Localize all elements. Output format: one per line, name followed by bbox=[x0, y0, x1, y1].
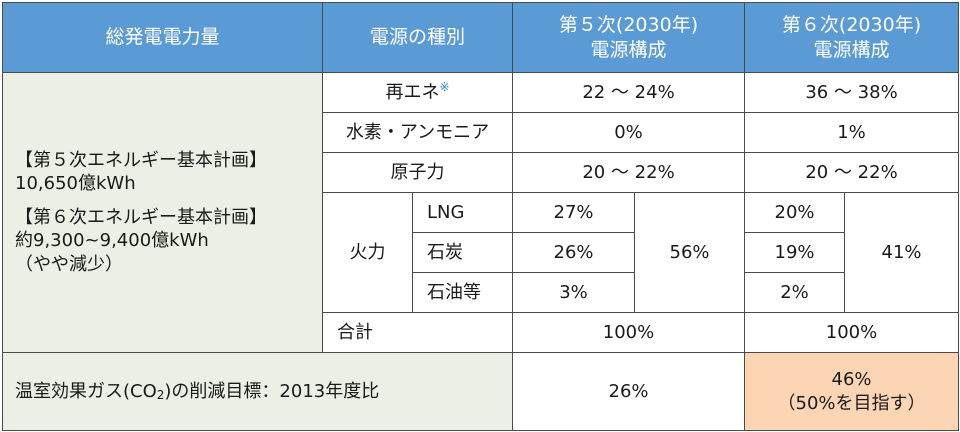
hydrogen-plan5: 0% bbox=[512, 112, 746, 153]
coal-plan5: 26% bbox=[512, 232, 636, 273]
co2-label-sub: 2 bbox=[156, 387, 165, 402]
header-plan6-line2: 電源構成 bbox=[813, 38, 890, 61]
renewable-plan5: 22 ～ 24% bbox=[512, 72, 746, 113]
oil-plan5: 3% bbox=[512, 272, 636, 313]
thermal-plan6-total: 41% bbox=[844, 192, 960, 313]
header-row: 総発電電力量 電源の種別 第５次(2030年) 電源構成 第６次(2030年) … bbox=[2, 2, 960, 73]
renewable-label: 再エネ※ bbox=[321, 72, 514, 113]
total-generation-cell: 【第５次エネルギー基本計画】 10,650億kWh 【第６次エネルギー基本計画】… bbox=[2, 72, 323, 353]
lng-plan5: 27% bbox=[512, 192, 636, 233]
nuclear-plan5: 20 ～ 22% bbox=[512, 152, 746, 193]
sum-plan6: 100% bbox=[744, 312, 960, 353]
lng-plan6: 20% bbox=[744, 192, 846, 233]
header-plan5-line2: 電源構成 bbox=[590, 38, 667, 61]
oil-plan6: 2% bbox=[744, 272, 846, 313]
co2-plan5: 26% bbox=[512, 352, 746, 431]
header-plan5-line1: 第５次(2030年) bbox=[558, 13, 699, 36]
plan5-title: 【第５次エネルギー基本計画】 bbox=[15, 150, 267, 172]
row-co2: 温室効果ガス(CO2)の削減目標：2013年度比 26% 46% （50%を目指… bbox=[1, 352, 960, 431]
hydrogen-plan6: 1% bbox=[744, 112, 960, 153]
header-plan5: 第５次(2030年) 電源構成 bbox=[512, 2, 746, 73]
sum-label: 合計 bbox=[321, 312, 514, 353]
hydrogen-label: 水素・アンモニア bbox=[321, 112, 514, 153]
row-oil: 石油等 3% 2% bbox=[3, 272, 959, 313]
oil-label: 石油等 bbox=[411, 272, 514, 313]
plan6-value: 約9,300~9,400億kWh bbox=[15, 230, 209, 252]
plan6-title: 【第６次エネルギー基本計画】 bbox=[15, 206, 267, 228]
row-coal: 石炭 26% 19% bbox=[3, 232, 959, 273]
thermal-label: 火力 bbox=[322, 192, 413, 313]
coal-label: 石炭 bbox=[411, 232, 514, 273]
row-lng: 火力 LNG 27% 56% 20% 41% bbox=[3, 192, 960, 313]
co2-label: 温室効果ガス(CO2)の削減目標：2013年度比 bbox=[1, 352, 514, 431]
plan5-value: 10,650億kWh bbox=[15, 173, 136, 195]
renewable-label-text: 再エネ bbox=[385, 82, 440, 104]
row-hydrogen: 水素・アンモニア 0% 1% bbox=[3, 112, 960, 153]
header-plan6-line1: 第６次(2030年) bbox=[781, 13, 922, 36]
nuclear-plan6: 20 ～ 22% bbox=[744, 152, 960, 193]
footnote-mark: ※ bbox=[439, 80, 450, 95]
nuclear-label: 原子力 bbox=[321, 152, 514, 193]
renewable-plan6: 36 ～ 38% bbox=[744, 72, 960, 113]
co2-label-prefix: 温室効果ガス(CO bbox=[15, 380, 157, 402]
co2-plan6-line2: （50%を目指す） bbox=[777, 392, 926, 414]
header-plan6: 第６次(2030年) 電源構成 bbox=[744, 2, 960, 73]
header-total: 総発電電力量 bbox=[2, 2, 323, 73]
thermal-plan5-total: 56% bbox=[634, 192, 746, 313]
row-nuclear: 原子力 20 ～ 22% 20 ～ 22% bbox=[3, 152, 960, 193]
header-type: 電源の種別 bbox=[321, 2, 514, 73]
co2-label-suffix: )の削減目標：2013年度比 bbox=[164, 380, 380, 402]
row-renewable: 【第５次エネルギー基本計画】 10,650億kWh 【第６次エネルギー基本計画】… bbox=[2, 72, 960, 353]
plan6-note: （やや減少） bbox=[15, 253, 123, 275]
lng-label: LNG bbox=[411, 192, 514, 233]
row-sum: 合計 100% 100% bbox=[3, 312, 960, 353]
sum-plan5: 100% bbox=[512, 312, 746, 353]
coal-plan6: 19% bbox=[744, 232, 846, 273]
co2-plan6: 46% （50%を目指す） bbox=[744, 352, 960, 431]
co2-plan6-line1: 46% bbox=[831, 369, 872, 391]
